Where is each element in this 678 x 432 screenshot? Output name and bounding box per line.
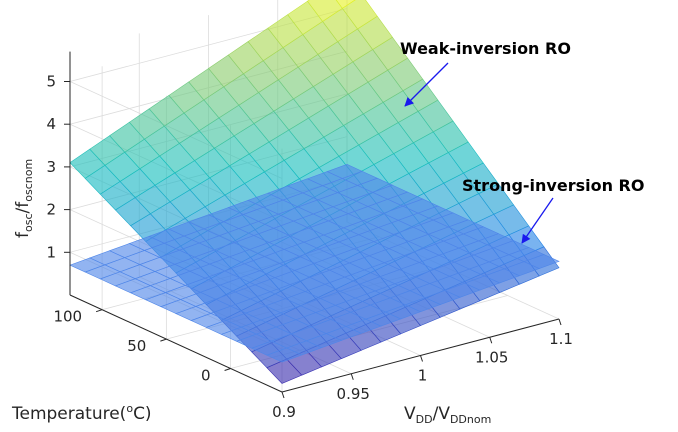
arrow-weak-inversion xyxy=(404,62,449,107)
surfaces xyxy=(69,0,560,384)
x-tick-label: 1.05 xyxy=(475,348,508,366)
x-tick-mark xyxy=(281,391,285,399)
z-tick-label: 3 xyxy=(46,158,56,176)
surface-patch xyxy=(69,257,106,273)
z-tick-label: 1 xyxy=(46,243,56,261)
y-tick-mark xyxy=(224,368,231,371)
y-axis-label: Temperature(oC) xyxy=(11,402,152,424)
axes xyxy=(64,51,562,399)
y-axis-line xyxy=(69,294,283,393)
x-tick-label: 1.1 xyxy=(549,330,573,348)
x-tick-mark xyxy=(558,318,562,326)
y-tick-label: 50 xyxy=(127,337,146,355)
surface-patch xyxy=(69,148,106,179)
z-axis-label: fosc/foscnom xyxy=(13,159,35,238)
x-tick-label: 1 xyxy=(418,367,428,385)
y-tick-mark xyxy=(160,338,167,342)
x-tick-mark xyxy=(489,337,493,344)
y-tick-mark xyxy=(95,309,103,313)
annotation-weak-inversion: Weak-inversion RO xyxy=(400,39,571,58)
x-tick-mark xyxy=(420,355,423,362)
tick-labels: 0.9 0.95 1 1.05 1.1 0 50 100 1 2 3 4 5 xyxy=(46,73,572,422)
z-tick-label: 2 xyxy=(46,201,56,219)
arrow-strong-inversion xyxy=(521,197,554,244)
x-tick-label: 0.9 xyxy=(272,403,296,421)
x-tick-mark xyxy=(350,373,354,380)
surface-strong-inversion xyxy=(69,164,560,363)
x-axis-label: VDD/VDDnom xyxy=(404,404,491,426)
x-tick-label: 0.95 xyxy=(337,385,370,403)
y-tick-label: 100 xyxy=(53,308,82,326)
annotation-strong-inversion: Strong-inversion RO xyxy=(462,176,644,195)
z-tick-label: 4 xyxy=(46,115,56,133)
y-tick-label: 0 xyxy=(201,366,211,384)
z-tick-label: 5 xyxy=(46,73,56,91)
